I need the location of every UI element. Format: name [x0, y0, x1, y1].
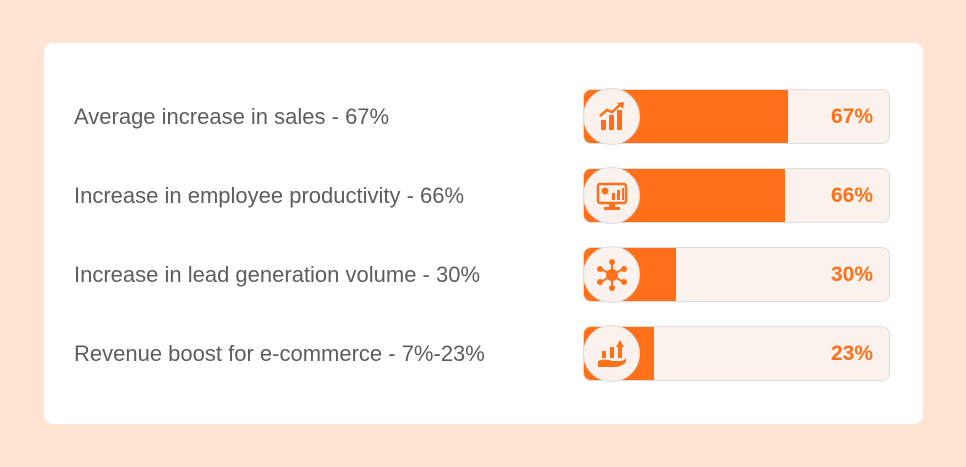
progress-value-label: 66% — [830, 184, 873, 207]
stat-row: Revenue boost for e-commerce - 7%-23% 23… — [44, 325, 923, 382]
stat-label: Increase in lead generation volume - 30% — [74, 262, 481, 287]
stat-label: Average increase in sales - 67% — [74, 104, 390, 129]
stat-label: Increase in employee productivity - 66% — [74, 183, 465, 208]
progress-value-label: 67% — [830, 105, 873, 128]
progress-value-label: 30% — [830, 263, 873, 286]
stat-row: Increase in employee productivity - 66% … — [44, 167, 923, 224]
stat-row: Increase in lead generation volume - 30%… — [44, 246, 923, 303]
stats-card: Average increase in sales - 67% 67% Incr… — [44, 43, 923, 424]
monitor-analytics-icon — [583, 167, 640, 224]
network-people-icon — [583, 246, 640, 303]
stat-row: Average increase in sales - 67% 67% — [44, 88, 923, 145]
bar-chart-growth-icon — [583, 88, 640, 145]
stat-label: Revenue boost for e-commerce - 7%-23% — [74, 341, 485, 366]
hand-growth-icon — [583, 325, 640, 382]
progress-value-label: 23% — [830, 342, 873, 365]
